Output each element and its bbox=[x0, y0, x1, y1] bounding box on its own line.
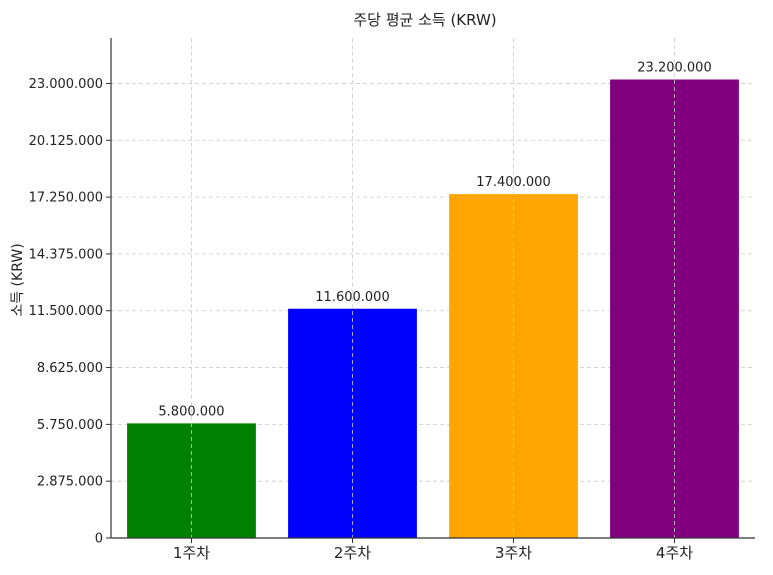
y-tick-label: 23.000.000 bbox=[29, 77, 103, 92]
y-tick-label: 5.750.000 bbox=[37, 418, 103, 433]
bar bbox=[610, 79, 739, 538]
axes-layer bbox=[106, 38, 755, 543]
x-tick-label: 3주차 bbox=[495, 544, 532, 562]
bar-value-label: 5.800.000 bbox=[158, 404, 224, 419]
bar-value-label: 11.600.000 bbox=[315, 290, 389, 305]
y-tick-label: 2.875.000 bbox=[37, 475, 103, 490]
bar-value-label: 23.200.000 bbox=[637, 61, 711, 76]
bars-layer bbox=[127, 79, 739, 539]
labels-layer: 0 2.875.000 5.750.000 8.625.000 11.500.000 14… bbox=[29, 61, 712, 562]
y-tick-label: 8.625.000 bbox=[37, 361, 103, 376]
bar-value-label: 17.400.000 bbox=[476, 175, 550, 190]
y-tick-label: 0 bbox=[95, 532, 103, 547]
y-tick-label: 17.250.000 bbox=[29, 191, 103, 206]
y-tick-label: 11.500.000 bbox=[29, 304, 103, 319]
x-tick-label: 2주차 bbox=[334, 544, 371, 562]
x-tick-label: 4주차 bbox=[656, 544, 693, 562]
y-axis-label: 소득 (KRW) bbox=[10, 243, 26, 316]
x-tick-label: 1주차 bbox=[173, 544, 210, 562]
y-tick-label: 20.125.000 bbox=[29, 134, 103, 149]
y-tick-label: 14.375.000 bbox=[29, 247, 103, 262]
chart-title: 주당 평균 소득 (KRW) bbox=[353, 11, 496, 29]
